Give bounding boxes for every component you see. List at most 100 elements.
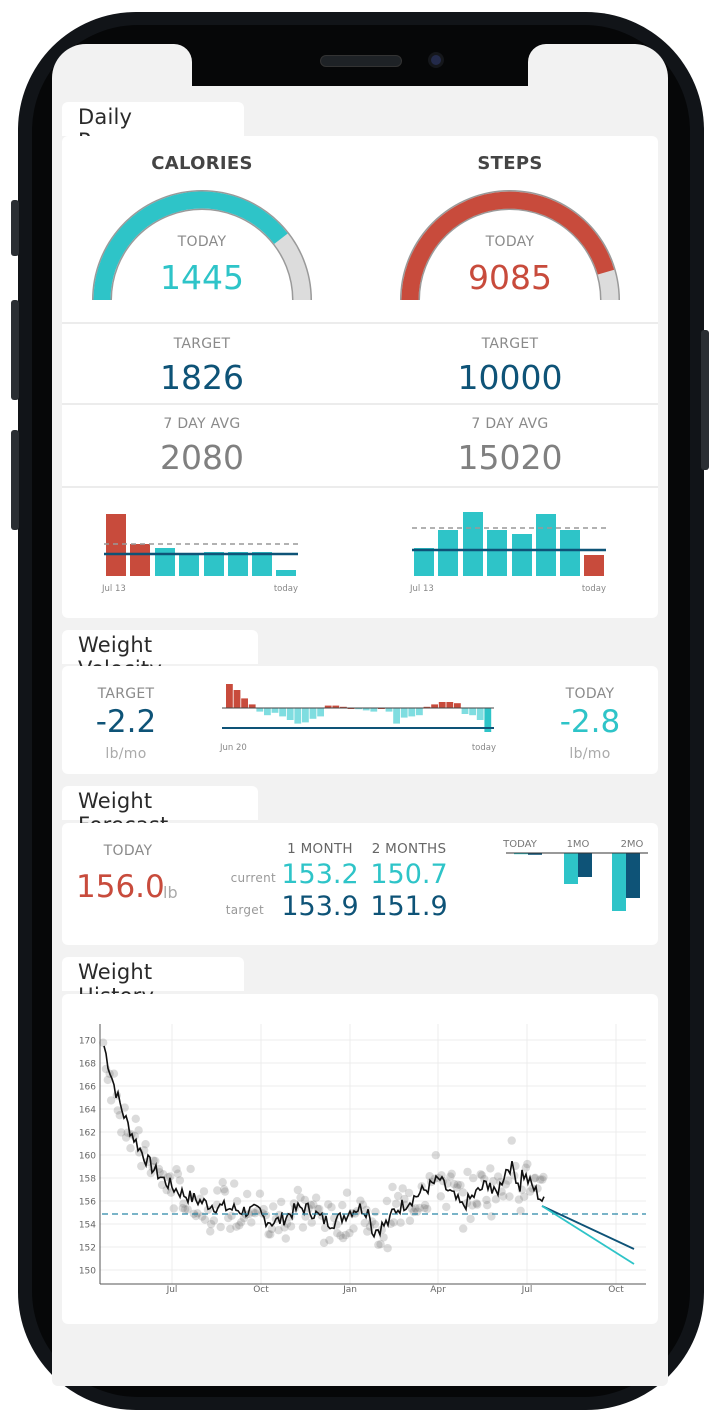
speaker-grille — [320, 55, 402, 67]
weight-history-tab[interactable]: Weight History — [62, 957, 244, 1008]
history-point — [536, 1175, 545, 1184]
history-point — [398, 1184, 407, 1193]
history-point — [491, 1195, 501, 1204]
steps-bar — [463, 512, 483, 576]
history-y-tick: 166 — [79, 1083, 96, 1093]
history-y-tick: 170 — [79, 1037, 96, 1047]
history-y-tick: 162 — [79, 1129, 96, 1139]
weight-velocity-tab[interactable]: Weight Velocity — [62, 630, 258, 681]
history-point — [267, 1224, 277, 1234]
history-point — [336, 1231, 345, 1240]
velocity-today-label: TODAY — [565, 686, 615, 702]
history-forecast-current — [541, 1205, 635, 1265]
history-point — [466, 1214, 475, 1224]
history-point — [436, 1192, 446, 1201]
history-point — [379, 1233, 388, 1242]
velocity-bar — [241, 698, 248, 708]
history-point — [226, 1224, 235, 1233]
history-point — [514, 1195, 524, 1204]
calories-today-label: TODAY — [177, 234, 227, 250]
history-forecast-target — [541, 1205, 635, 1250]
history-point — [363, 1227, 372, 1236]
calories-7day-chart: Jul 13 today — [101, 514, 298, 594]
history-point — [503, 1176, 513, 1185]
history-point — [463, 1167, 472, 1177]
history-point — [175, 1176, 185, 1185]
forecast-today-unit: lb — [163, 883, 178, 902]
history-point — [370, 1220, 380, 1229]
history-point — [360, 1218, 369, 1228]
history-point — [333, 1229, 342, 1238]
history-point — [468, 1201, 477, 1210]
history-point — [420, 1204, 429, 1213]
steps-heading: STEPS — [477, 153, 543, 174]
steps-gauge — [400, 190, 620, 301]
calories-avg-value: 2080 — [160, 438, 244, 477]
history-point — [342, 1188, 352, 1197]
history-point — [519, 1192, 529, 1201]
history-point — [530, 1173, 540, 1182]
power-button — [701, 330, 709, 470]
weight-forecast-tab[interactable]: Weight Forecast — [62, 786, 258, 837]
history-point — [324, 1200, 333, 1209]
history-point — [280, 1223, 289, 1232]
velocity-bar — [484, 708, 492, 732]
forecast-bar-2mo-target — [626, 853, 640, 898]
history-point — [446, 1172, 455, 1181]
history-point — [120, 1103, 129, 1112]
history-point — [232, 1197, 242, 1206]
history-point — [476, 1170, 485, 1179]
calories-bar — [204, 552, 224, 576]
velocity-bar — [340, 706, 347, 708]
history-point — [456, 1181, 465, 1190]
history-x-tick: Jul — [166, 1285, 178, 1295]
mute-switch — [11, 200, 19, 256]
history-point — [404, 1188, 414, 1198]
history-point — [200, 1215, 210, 1224]
velocity-bar — [438, 702, 446, 708]
history-point — [396, 1218, 405, 1227]
weight-forecast-card: TODAY 156.0 lb 1 MONTH 2 MONTHS current … — [62, 823, 658, 945]
forecast-chart-label-2mo: 2MO — [621, 839, 644, 850]
history-point — [180, 1205, 190, 1214]
history-point — [229, 1179, 239, 1188]
steps-bar — [536, 514, 556, 576]
history-point — [179, 1199, 188, 1208]
history-point — [247, 1218, 256, 1227]
volume-down-button — [11, 430, 19, 530]
history-point — [411, 1204, 420, 1213]
calories-bar — [130, 544, 150, 576]
velocity-bar — [454, 703, 461, 708]
history-point — [449, 1179, 459, 1189]
history-point — [447, 1169, 456, 1178]
forecast-current-1month: 153.2 — [281, 859, 359, 890]
velocity-today-unit: lb/mo — [569, 746, 611, 762]
history-point — [319, 1238, 329, 1247]
history-point — [266, 1230, 275, 1239]
calories-chart-end-label: today — [274, 584, 298, 594]
history-x-tick: Jul — [521, 1285, 533, 1295]
history-point — [286, 1222, 296, 1231]
history-point — [296, 1193, 305, 1202]
history-x-tick: Jan — [342, 1285, 357, 1295]
steps-target-value: 10000 — [457, 358, 563, 397]
history-point — [251, 1209, 260, 1218]
history-trend-line — [103, 1045, 545, 1239]
history-point — [209, 1216, 219, 1225]
velocity-bar — [362, 708, 370, 711]
history-point — [538, 1175, 547, 1184]
history-point — [431, 1151, 441, 1160]
calories-bar — [252, 552, 272, 576]
daily-progress-tab[interactable]: Daily Progress — [62, 102, 244, 153]
calories-chart-start-label: Jul 13 — [101, 584, 126, 594]
velocity-bar — [324, 705, 332, 708]
history-point — [458, 1188, 468, 1197]
history-point — [172, 1165, 181, 1174]
divider — [62, 322, 658, 324]
velocity-bar — [355, 708, 362, 710]
history-point — [169, 1204, 178, 1213]
calories-bar — [155, 548, 175, 576]
history-point — [314, 1204, 324, 1214]
history-point — [159, 1170, 168, 1179]
velocity-bar — [370, 708, 378, 712]
